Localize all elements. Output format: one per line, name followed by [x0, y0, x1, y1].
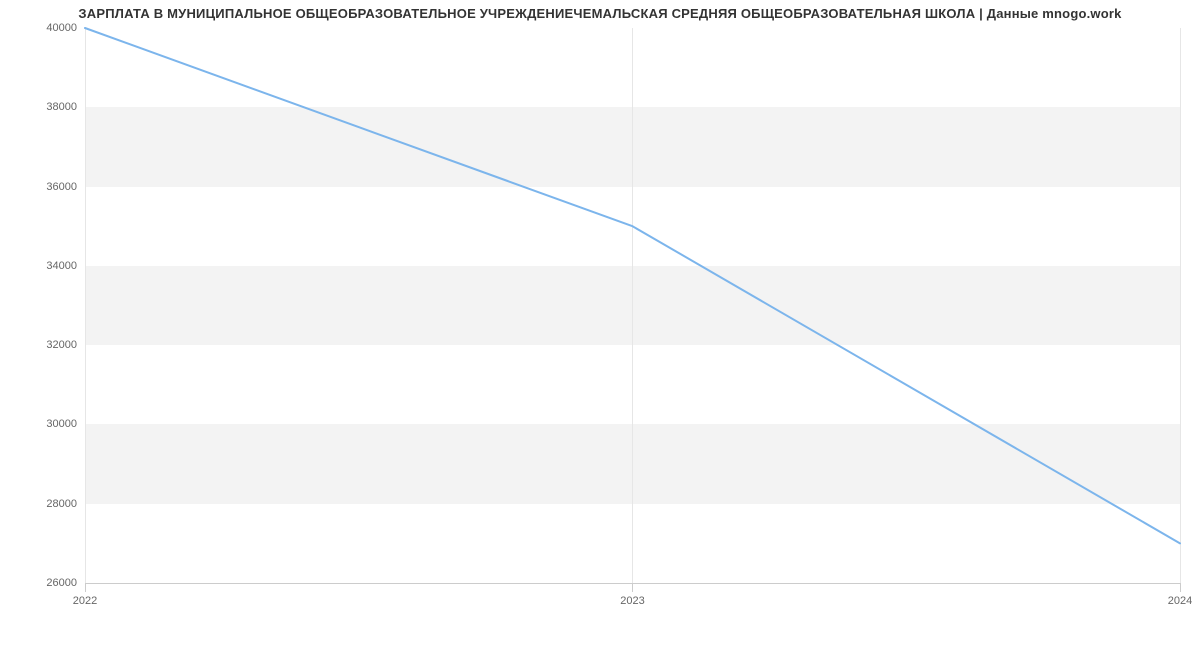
- y-tick-label: 34000: [27, 260, 77, 272]
- series-line-salary: [85, 28, 1180, 543]
- y-tick-label: 38000: [27, 101, 77, 113]
- y-tick-label: 26000: [27, 577, 77, 589]
- x-tick-label: 2022: [73, 595, 97, 607]
- y-tick-label: 28000: [27, 498, 77, 510]
- y-tick-label: 30000: [27, 418, 77, 430]
- series-layer: [85, 28, 1180, 583]
- x-tick: [85, 583, 86, 592]
- plot-area: 2022202320242600028000300003200034000360…: [85, 28, 1180, 583]
- x-tick: [632, 583, 633, 592]
- y-tick-label: 32000: [27, 339, 77, 351]
- y-tick-label: 36000: [27, 181, 77, 193]
- chart-container: ЗАРПЛАТА В МУНИЦИПАЛЬНОЕ ОБЩЕОБРАЗОВАТЕЛ…: [0, 0, 1200, 650]
- x-tick: [1180, 583, 1181, 592]
- x-tick-label: 2023: [620, 595, 644, 607]
- chart-title: ЗАРПЛАТА В МУНИЦИПАЛЬНОЕ ОБЩЕОБРАЗОВАТЕЛ…: [0, 6, 1200, 21]
- x-tick-label: 2024: [1168, 595, 1192, 607]
- y-tick-label: 40000: [27, 22, 77, 34]
